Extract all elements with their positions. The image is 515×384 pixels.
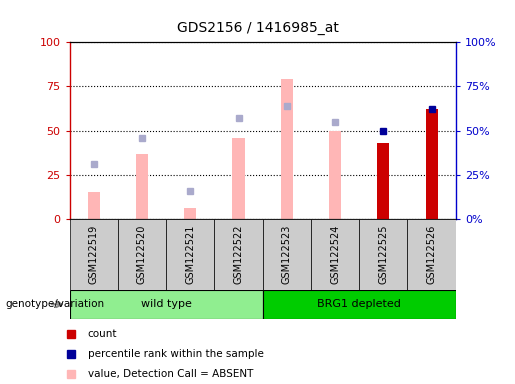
Bar	[184, 208, 196, 219]
Text: GSM122524: GSM122524	[330, 225, 340, 284]
Bar	[70, 219, 118, 290]
Bar	[329, 131, 341, 219]
Text: GSM122523: GSM122523	[282, 225, 292, 284]
Bar	[425, 109, 438, 219]
Bar	[407, 219, 456, 290]
Text: value, Detection Call = ABSENT: value, Detection Call = ABSENT	[88, 369, 253, 379]
Text: BRG1 depleted: BRG1 depleted	[317, 299, 401, 310]
Bar	[166, 219, 214, 290]
Bar	[136, 154, 148, 219]
Text: GSM122522: GSM122522	[233, 225, 244, 284]
Bar	[359, 219, 407, 290]
Text: GSM122521: GSM122521	[185, 225, 195, 284]
Text: count: count	[88, 329, 117, 339]
Text: GDS2156 / 1416985_at: GDS2156 / 1416985_at	[177, 21, 338, 35]
Text: percentile rank within the sample: percentile rank within the sample	[88, 349, 264, 359]
Text: GSM122520: GSM122520	[137, 225, 147, 284]
Bar	[281, 79, 293, 219]
Bar	[88, 192, 100, 219]
Text: wild type: wild type	[141, 299, 192, 310]
Bar	[263, 219, 311, 290]
Bar	[377, 143, 389, 219]
Bar	[118, 219, 166, 290]
Bar	[311, 219, 359, 290]
Bar	[263, 290, 456, 319]
Bar	[70, 290, 263, 319]
Text: GSM122525: GSM122525	[379, 225, 388, 284]
Text: genotype/variation: genotype/variation	[5, 299, 104, 310]
Text: GSM122519: GSM122519	[89, 225, 99, 284]
Bar	[214, 219, 263, 290]
Text: GSM122526: GSM122526	[426, 225, 437, 284]
Bar	[425, 109, 438, 219]
Bar	[232, 137, 245, 219]
